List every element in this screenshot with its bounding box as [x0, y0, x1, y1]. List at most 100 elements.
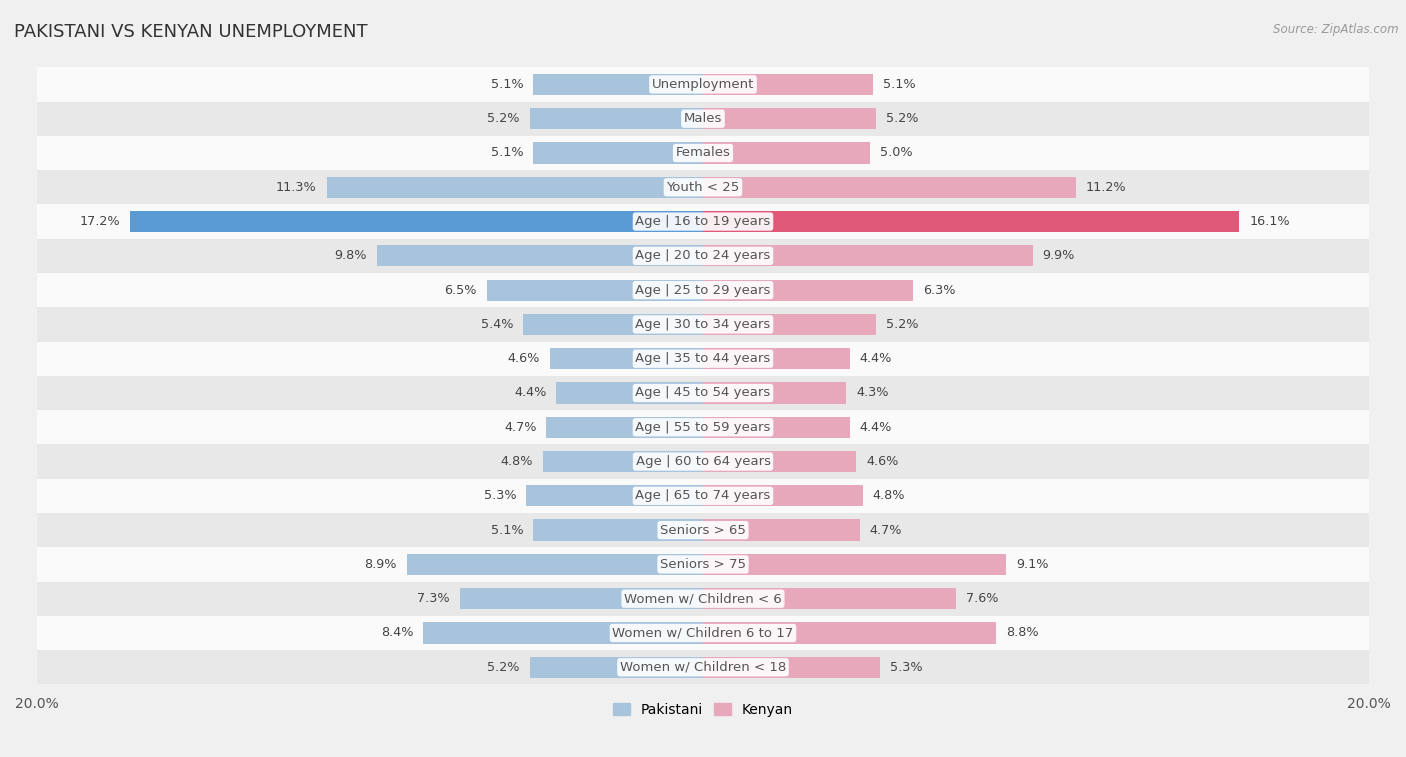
Bar	[703, 245, 1033, 266]
Text: 4.8%: 4.8%	[873, 489, 905, 503]
Bar	[460, 588, 703, 609]
Text: 8.8%: 8.8%	[1007, 627, 1039, 640]
Text: 5.2%: 5.2%	[488, 112, 520, 125]
Bar	[423, 622, 703, 643]
Bar	[326, 176, 703, 198]
Bar	[37, 375, 1369, 410]
Text: 4.7%: 4.7%	[503, 421, 537, 434]
Text: Age | 20 to 24 years: Age | 20 to 24 years	[636, 249, 770, 263]
Bar	[703, 211, 1239, 232]
Text: 4.3%: 4.3%	[856, 387, 889, 400]
Bar	[37, 273, 1369, 307]
Bar	[533, 73, 703, 95]
Bar	[406, 554, 703, 575]
Bar	[523, 314, 703, 335]
Bar	[37, 410, 1369, 444]
Bar	[37, 341, 1369, 375]
Text: 4.4%: 4.4%	[859, 421, 891, 434]
Bar	[703, 348, 849, 369]
Text: 5.2%: 5.2%	[488, 661, 520, 674]
Bar	[543, 451, 703, 472]
Text: 9.1%: 9.1%	[1017, 558, 1049, 571]
Bar	[37, 444, 1369, 478]
Bar	[37, 650, 1369, 684]
Text: 8.9%: 8.9%	[364, 558, 396, 571]
Bar	[530, 108, 703, 129]
Text: 5.1%: 5.1%	[491, 524, 523, 537]
Text: Source: ZipAtlas.com: Source: ZipAtlas.com	[1274, 23, 1399, 36]
Bar	[703, 73, 873, 95]
Bar	[703, 554, 1007, 575]
Text: Women w/ Children < 6: Women w/ Children < 6	[624, 592, 782, 605]
Text: 4.4%: 4.4%	[515, 387, 547, 400]
Bar	[557, 382, 703, 403]
Text: Age | 16 to 19 years: Age | 16 to 19 years	[636, 215, 770, 228]
Text: 5.2%: 5.2%	[886, 112, 918, 125]
Text: PAKISTANI VS KENYAN UNEMPLOYMENT: PAKISTANI VS KENYAN UNEMPLOYMENT	[14, 23, 368, 41]
Bar	[703, 451, 856, 472]
Bar	[703, 314, 876, 335]
Text: 11.3%: 11.3%	[276, 181, 316, 194]
Bar	[533, 519, 703, 540]
Text: 11.2%: 11.2%	[1085, 181, 1126, 194]
Bar	[703, 176, 1076, 198]
Bar	[486, 279, 703, 301]
Text: 5.3%: 5.3%	[484, 489, 516, 503]
Bar	[37, 478, 1369, 513]
Text: 5.0%: 5.0%	[880, 147, 912, 160]
Bar	[703, 382, 846, 403]
Bar	[526, 485, 703, 506]
Text: 4.8%: 4.8%	[501, 455, 533, 468]
Text: Females: Females	[675, 147, 731, 160]
Text: 5.4%: 5.4%	[481, 318, 513, 331]
Text: 6.3%: 6.3%	[922, 284, 955, 297]
Text: Age | 45 to 54 years: Age | 45 to 54 years	[636, 387, 770, 400]
Text: Seniors > 75: Seniors > 75	[659, 558, 747, 571]
Text: 7.3%: 7.3%	[418, 592, 450, 605]
Bar	[37, 547, 1369, 581]
Text: 5.1%: 5.1%	[491, 78, 523, 91]
Bar	[703, 416, 849, 438]
Text: Youth < 25: Youth < 25	[666, 181, 740, 194]
Text: Seniors > 65: Seniors > 65	[659, 524, 747, 537]
Text: Age | 65 to 74 years: Age | 65 to 74 years	[636, 489, 770, 503]
Bar	[37, 616, 1369, 650]
Bar	[703, 485, 863, 506]
Text: 17.2%: 17.2%	[80, 215, 120, 228]
Bar	[547, 416, 703, 438]
Text: 4.6%: 4.6%	[866, 455, 898, 468]
Bar	[37, 581, 1369, 616]
Bar	[37, 238, 1369, 273]
Text: Age | 35 to 44 years: Age | 35 to 44 years	[636, 352, 770, 365]
Text: 4.7%: 4.7%	[869, 524, 903, 537]
Text: Women w/ Children 6 to 17: Women w/ Children 6 to 17	[613, 627, 793, 640]
Text: Age | 30 to 34 years: Age | 30 to 34 years	[636, 318, 770, 331]
Text: 5.1%: 5.1%	[491, 147, 523, 160]
Text: 4.4%: 4.4%	[859, 352, 891, 365]
Bar	[703, 279, 912, 301]
Bar	[37, 101, 1369, 136]
Bar	[37, 204, 1369, 238]
Text: 5.2%: 5.2%	[886, 318, 918, 331]
Bar	[703, 622, 995, 643]
Bar	[37, 513, 1369, 547]
Bar	[703, 588, 956, 609]
Bar	[703, 656, 880, 678]
Text: Age | 25 to 29 years: Age | 25 to 29 years	[636, 284, 770, 297]
Text: Age | 55 to 59 years: Age | 55 to 59 years	[636, 421, 770, 434]
Text: 9.9%: 9.9%	[1043, 249, 1076, 263]
Bar	[533, 142, 703, 164]
Bar	[37, 307, 1369, 341]
Bar	[37, 136, 1369, 170]
Legend: Pakistani, Kenyan: Pakistani, Kenyan	[607, 697, 799, 722]
Text: Age | 60 to 64 years: Age | 60 to 64 years	[636, 455, 770, 468]
Text: 5.3%: 5.3%	[890, 661, 922, 674]
Text: 16.1%: 16.1%	[1249, 215, 1289, 228]
Bar	[530, 656, 703, 678]
Text: 6.5%: 6.5%	[444, 284, 477, 297]
Bar	[703, 142, 869, 164]
Bar	[703, 519, 859, 540]
Bar	[377, 245, 703, 266]
Bar	[37, 170, 1369, 204]
Bar	[703, 108, 876, 129]
